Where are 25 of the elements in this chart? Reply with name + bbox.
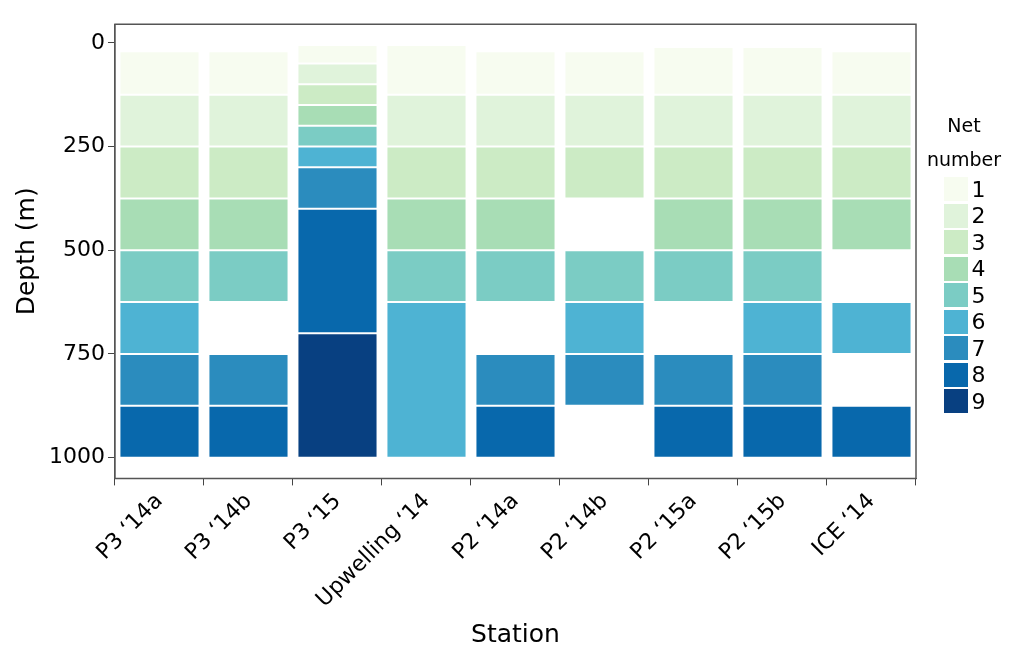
legend-label: 7 [971,335,986,361]
x-tick-label: P2 ‘14a [446,487,524,564]
legend-label: 4 [971,256,986,281]
x-axis-title: Station [471,618,560,648]
y-tick-label: 1000 [48,443,105,469]
y-tick-label: 0 [90,28,105,54]
legend-label: 2 [971,203,986,228]
y-axis-title: Depth (m) [10,187,40,316]
legend-label: 9 [971,388,986,414]
y-tick-label: 250 [62,132,105,158]
x-tick-label: P3 ‘14b [179,487,257,565]
x-tick-label: P2 ‘15a [624,487,702,564]
y-tick-label: 750 [62,339,105,365]
x-tick-label: ICE ‘14 [806,487,880,561]
legend-label: 3 [971,229,986,255]
legend-label: 1 [971,176,986,202]
x-tick-label: P2 ‘15b [713,487,791,565]
x-tick-label: P3 ‘14a [90,487,168,564]
x-tick-label: P3 ‘15 [278,487,346,555]
legend-label: 8 [971,362,986,387]
legend-title: Net number [925,112,1003,172]
legend-label: 6 [971,309,986,334]
legend-label: 5 [971,282,986,308]
x-tick-label: P2 ‘14b [535,487,613,565]
y-tick-label: 500 [62,235,105,261]
